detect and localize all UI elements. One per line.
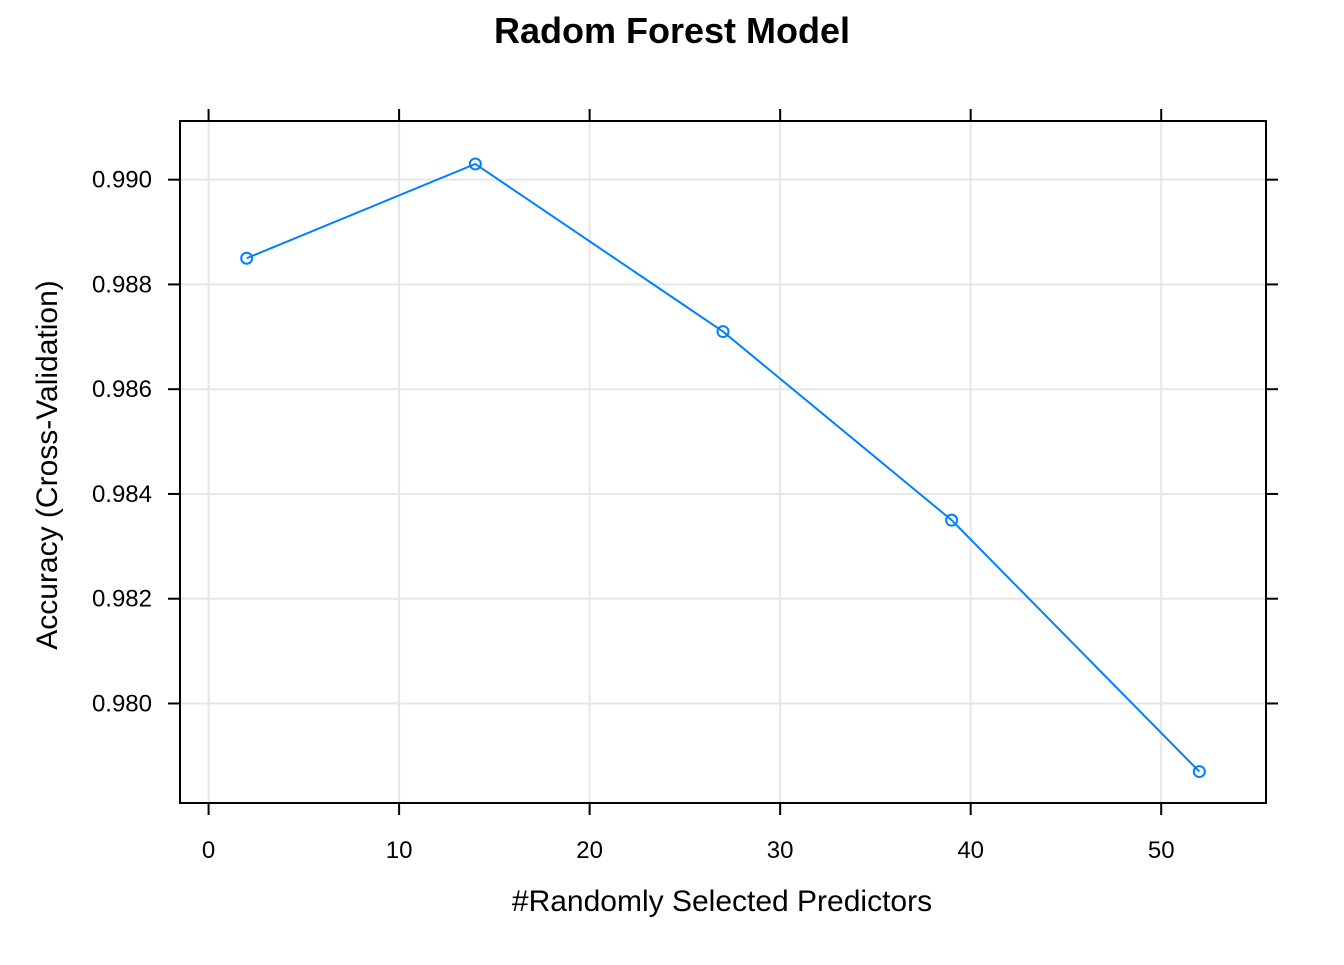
y-tick-label: 0.980 (92, 690, 152, 717)
data-point (716, 325, 730, 339)
series-layer (240, 157, 1206, 779)
x-tick-label: 0 (202, 837, 215, 864)
gridlines (180, 121, 1266, 803)
chart-title: Radom Forest Model (494, 10, 850, 51)
data-point (240, 251, 254, 265)
plot-border (179, 120, 1267, 804)
x-tick-label: 30 (767, 837, 794, 864)
axis-ticks: 0 10 20 30 40 50 0.980 0.982 0.984 0.986 0.988 0.99… (92, 109, 1278, 864)
x-axis-label: #Randomly Selected Predictors (512, 885, 932, 918)
y-tick-label: 0.988 (92, 271, 152, 298)
data-point (468, 157, 482, 171)
y-tick-label: 0.984 (92, 481, 152, 508)
y-tick-label: 0.982 (92, 586, 152, 613)
y-tick-label: 0.990 (92, 167, 152, 194)
data-point (945, 513, 959, 527)
x-tick-label: 10 (386, 837, 413, 864)
y-tick-label: 0.986 (92, 376, 152, 403)
series-line (246, 162, 1201, 773)
y-axis-label: Accuracy (Cross-Validation) (31, 280, 64, 650)
plot-frame (179, 120, 1267, 804)
x-tick-label: 40 (957, 837, 984, 864)
x-tick-label: 20 (576, 837, 603, 864)
data-point (1192, 765, 1206, 779)
x-tick-label: 50 (1148, 837, 1175, 864)
